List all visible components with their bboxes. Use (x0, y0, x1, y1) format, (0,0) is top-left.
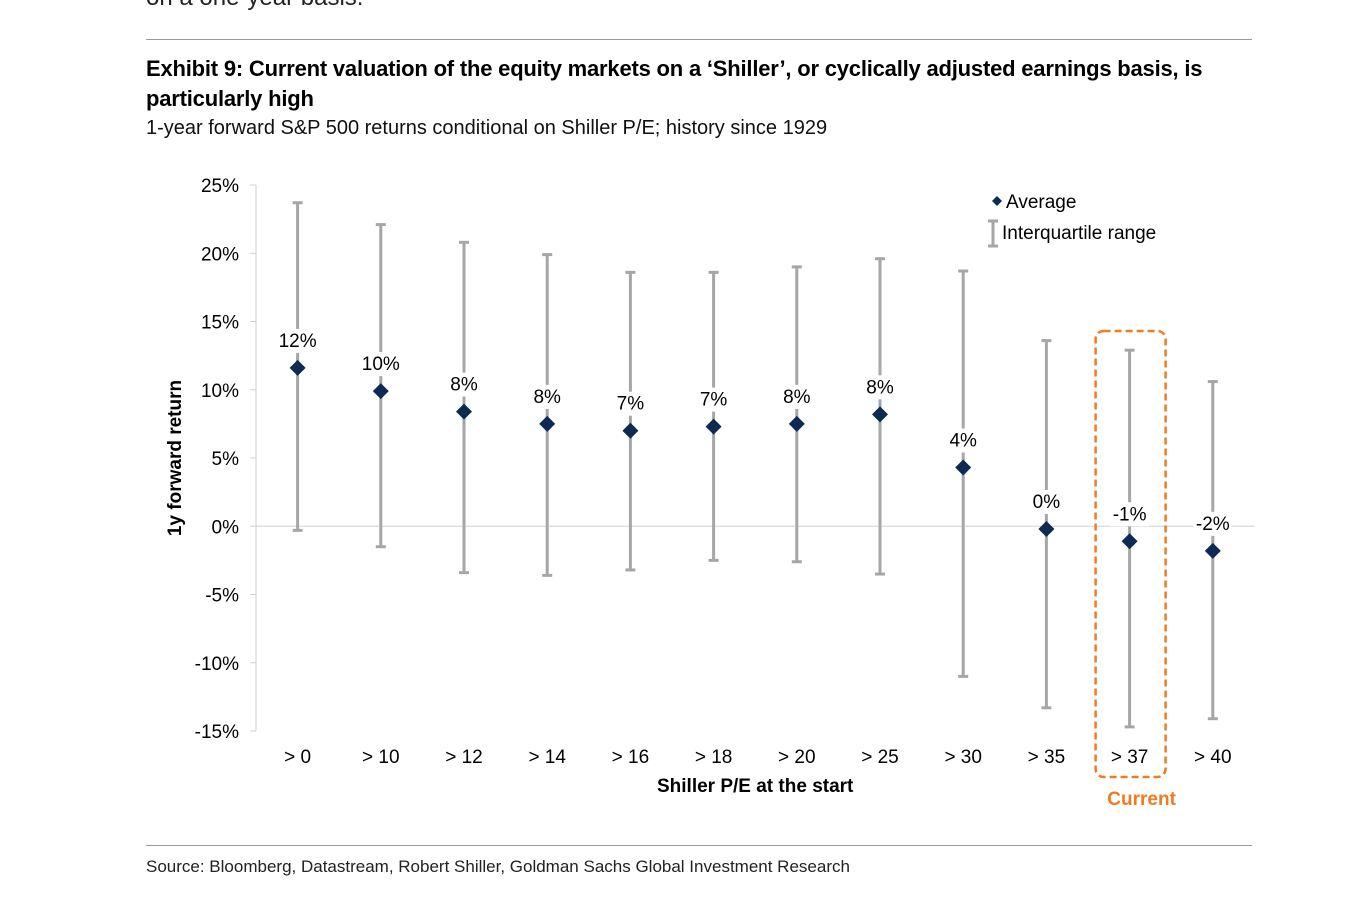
current-highlight: Current (1094, 329, 1177, 810)
average-marker (872, 406, 888, 423)
data-label: 8% (866, 377, 894, 398)
bottom-divider (146, 845, 1252, 846)
x-tick-label: > 37 (1111, 747, 1149, 768)
data-label: -1% (1113, 504, 1147, 525)
x-tick-label: > 30 (944, 747, 982, 768)
data-label-bg (949, 428, 978, 453)
y-tick-label: -10% (195, 654, 239, 675)
average-marker (1204, 542, 1221, 559)
data-label: 4% (949, 431, 977, 452)
data-label: 10% (362, 354, 400, 375)
x-axis-title: Shiller P/E at the start (657, 776, 854, 797)
data-label-bg (361, 352, 401, 377)
data-label-bg (1110, 502, 1150, 527)
data-label-bg (782, 384, 811, 409)
chart-legend: Average Interquartile range (988, 192, 1156, 248)
average-marker (456, 403, 472, 420)
data-label: 0% (1033, 492, 1061, 513)
average-marker (539, 415, 556, 432)
x-tick-label: > 18 (695, 747, 733, 768)
y-tick-label: 10% (201, 381, 239, 402)
x-tick-label: > 25 (861, 747, 899, 768)
data-labels: 12% 10% 8% 8% 7% 7% 8% 8% 4% 0% -1% -2% (278, 328, 1233, 536)
data-label-bg (278, 328, 318, 353)
y-tick-label: 20% (201, 244, 239, 265)
y-tick-label: -15% (195, 722, 239, 743)
data-label: 8% (450, 375, 478, 396)
data-label-bg (450, 372, 478, 397)
data-label: -2% (1196, 514, 1230, 535)
average-marker (705, 418, 722, 435)
x-tick-label: > 20 (778, 747, 816, 768)
data-label: 7% (617, 394, 645, 415)
current-label: Current (1107, 789, 1176, 810)
average-marker (622, 422, 639, 439)
data-label-bg (616, 391, 645, 416)
legend-average-label: Average (1006, 192, 1076, 213)
average-marker (1038, 520, 1055, 537)
x-tick-label: > 10 (362, 747, 400, 768)
x-tick-label: > 12 (445, 747, 483, 768)
y-tick-label: 0% (212, 517, 240, 538)
previous-text-fragment: on a one-year basis. (146, 0, 363, 12)
data-label-bg (1032, 489, 1061, 514)
data-label: 8% (533, 387, 561, 408)
x-tick-label: > 35 (1028, 747, 1066, 768)
chart-axes: 25% 20% 15% 10% 5% 0% -5% -10% -15% > 0 > 10 > 12 > … (165, 176, 1255, 797)
average-marker (788, 415, 805, 432)
exhibit-subtitle: 1-year forward S&P 500 returns condition… (146, 117, 828, 139)
average-markers (289, 359, 1221, 559)
y-tick-label: 25% (201, 176, 239, 197)
y-axis-title: 1y forward return (165, 380, 186, 536)
data-label: 7% (700, 390, 728, 411)
average-marker (1121, 533, 1138, 550)
data-label: 8% (783, 387, 811, 408)
average-marker (289, 359, 306, 376)
data-label: 12% (279, 331, 317, 352)
data-label-bg (1193, 511, 1233, 536)
y-tick-label: -5% (205, 586, 239, 607)
legend-average-marker (992, 196, 1002, 206)
top-divider (146, 39, 1252, 40)
data-label-bg (866, 375, 894, 400)
source-note: Source: Bloomberg, Datastream, Robert Sh… (146, 857, 850, 876)
x-tick-label: > 16 (612, 747, 650, 768)
exhibit-title: Exhibit 9: Current valuation of the equi… (146, 56, 1203, 111)
data-label-bg (533, 384, 562, 409)
data-label-bg (699, 387, 728, 412)
x-tick-label: > 14 (528, 747, 566, 768)
interquartile-ranges (292, 201, 1218, 729)
legend-iqr-label: Interquartile range (1002, 223, 1156, 244)
x-tick-label: > 0 (284, 747, 311, 768)
y-tick-label: 5% (212, 449, 240, 470)
average-marker (955, 459, 972, 476)
x-tick-label: > 40 (1194, 747, 1232, 768)
current-highlight-box (1094, 329, 1167, 779)
y-tick-label: 15% (201, 313, 239, 334)
average-marker (372, 383, 389, 400)
